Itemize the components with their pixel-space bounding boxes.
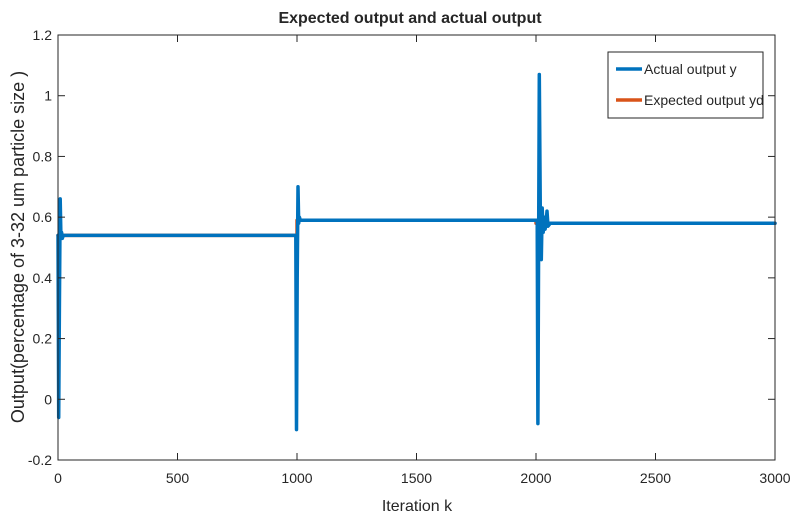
x-axis: 0 500 1000 1500 2000 2500 3000 — [54, 35, 790, 486]
y-tick-label: 1.2 — [33, 27, 53, 43]
legend: Actual output y Expected output yd — [607, 51, 764, 119]
y-tick-label: -0.2 — [28, 452, 52, 468]
legend-label: Expected output yd — [644, 92, 764, 108]
x-tick-label: 0 — [54, 470, 62, 486]
y-axis-label: Output(percentage of 3-32 um particle si… — [8, 71, 28, 423]
x-axis-label: Iteration k — [382, 498, 453, 515]
y-tick-label: 0 — [44, 391, 52, 407]
series-layer — [56, 72, 777, 432]
x-tick-label: 1500 — [401, 470, 432, 486]
x-tick-label: 2500 — [640, 470, 671, 486]
y-tick-label: 1 — [44, 88, 52, 104]
x-tick-label: 500 — [166, 470, 190, 486]
legend-box — [607, 51, 764, 119]
x-tick-label: 3000 — [759, 470, 790, 486]
chart-title: Expected output and actual output — [278, 10, 542, 27]
y-tick-label: 0.2 — [33, 331, 53, 347]
y-tick-label: 0.6 — [33, 209, 53, 225]
series-line-actual-output-y — [56, 72, 777, 432]
y-tick-label: 0.8 — [33, 148, 53, 164]
y-axis: -0.2 0 0.2 0.4 0.6 0.8 1 1.2 — [28, 27, 775, 468]
y-tick-label: 0.4 — [33, 270, 53, 286]
x-tick-label: 2000 — [520, 470, 551, 486]
legend-label: Actual output y — [644, 61, 737, 77]
x-tick-label: 1000 — [281, 470, 312, 486]
